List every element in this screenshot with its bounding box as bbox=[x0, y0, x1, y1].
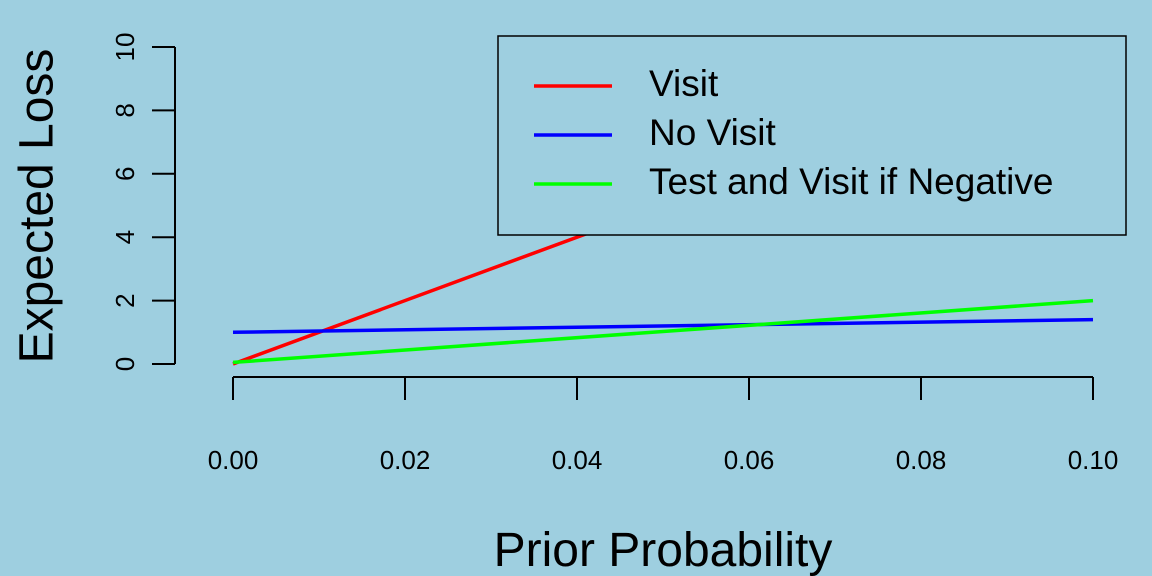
x-tick-label: 0.06 bbox=[724, 445, 775, 475]
y-axis: 0 2 4 6 8 10 bbox=[110, 33, 176, 371]
x-axis-title: Prior Probability bbox=[494, 524, 833, 576]
y-tick-label: 2 bbox=[110, 293, 140, 307]
y-tick-label: 6 bbox=[110, 167, 140, 181]
series-line-1 bbox=[232, 317, 1094, 335]
y-tick-label: 0 bbox=[110, 357, 140, 371]
x-tick-label: 0.02 bbox=[380, 445, 431, 475]
legend: Visit No Visit Test and Visit if Negative bbox=[497, 35, 1127, 236]
x-tick-label: 0.00 bbox=[208, 445, 259, 475]
x-tick-label: 0.08 bbox=[896, 445, 947, 475]
x-tick-label: 0.10 bbox=[1068, 445, 1119, 475]
legend-label-1: No Visit bbox=[649, 112, 777, 153]
x-axis: 0.00 0.02 0.04 0.06 0.08 0.10 bbox=[208, 376, 1119, 475]
y-tick-label: 8 bbox=[110, 103, 140, 117]
y-axis-title: Expected Loss bbox=[11, 49, 64, 364]
legend-label-0: Visit bbox=[649, 63, 719, 104]
y-tick-label: 4 bbox=[110, 230, 140, 244]
legend-label-2: Test and Visit if Negative bbox=[649, 161, 1053, 202]
y-tick-label: 10 bbox=[110, 33, 140, 62]
series-line-2 bbox=[232, 298, 1094, 365]
x-tick-label: 0.04 bbox=[552, 445, 603, 475]
